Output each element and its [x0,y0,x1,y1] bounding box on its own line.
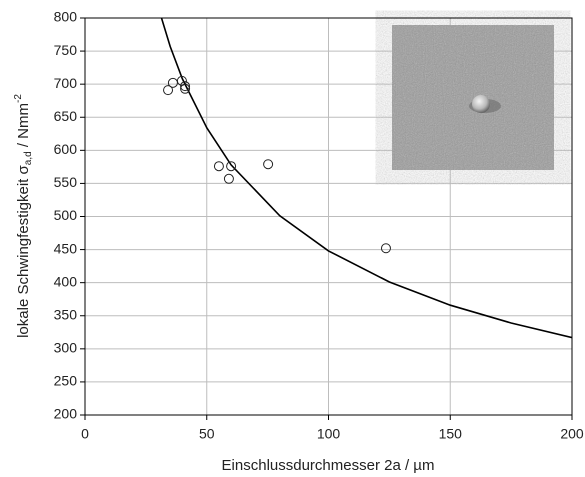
data-point [380,243,391,254]
y-tick-label: 450 [54,240,78,256]
y-tick-label: 550 [54,174,78,190]
y-tick-label: 350 [54,306,78,322]
x-tick-label: 50 [199,426,215,442]
x-tick-label: 0 [81,426,89,442]
y-axis-label-sub: a,d [23,151,34,165]
data-point [180,81,191,92]
data-point [263,159,274,170]
y-axis-label-unit: / Nmm [15,103,32,151]
inset-texture [392,25,554,170]
data-point [180,83,191,94]
data-point [163,85,174,96]
fit-curve [160,18,572,339]
y-tick-label: 650 [54,108,78,124]
data-point [213,161,224,172]
y-axis-label-text: lokale Schwingfestigkeit σ [15,164,32,337]
data-point [223,173,234,184]
y-axis-label: lokale Schwingfestigkeit σa,d / Nmm-2 [13,94,34,338]
data-point [226,161,237,172]
x-axis-label: Einschlussdurchmesser 2a / µm [222,457,435,474]
y-tick-label: 200 [54,406,78,422]
y-axis-label-sup: -2 [13,94,24,103]
y-tick-label: 500 [54,207,78,223]
data-point [167,77,178,88]
y-tick-label: 600 [54,141,78,157]
x-tick-label: 150 [439,426,463,442]
x-tick-label: 200 [560,426,584,442]
inset-particle [472,95,490,113]
y-tick-label: 750 [54,42,78,58]
y-tick-label: 700 [54,75,78,91]
inset-image [392,25,554,170]
y-tick-label: 400 [54,273,78,289]
y-tick-label: 800 [54,9,78,25]
y-tick-label: 250 [54,373,78,389]
x-tick-label: 100 [317,426,341,442]
y-tick-label: 300 [54,340,78,356]
